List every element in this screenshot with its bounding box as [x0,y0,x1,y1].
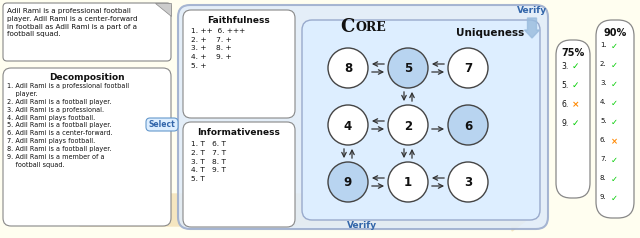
Text: 4.: 4. [600,99,607,105]
Text: 3.: 3. [600,80,607,86]
Text: ✓: ✓ [611,61,618,70]
Circle shape [448,48,488,88]
FancyArrow shape [80,189,540,231]
Text: 9.: 9. [600,194,607,200]
Text: 2: 2 [404,119,412,133]
Text: 6.: 6. [600,137,607,143]
Text: 1: 1 [404,177,412,189]
FancyArrow shape [525,18,540,38]
Text: ✓: ✓ [611,118,618,127]
Text: ✓: ✓ [572,81,579,90]
Text: 1. Adil Rami is a professional football
    player.
2. Adil Rami is a football p: 1. Adil Rami is a professional football … [7,83,129,168]
FancyBboxPatch shape [302,20,540,220]
Circle shape [448,162,488,202]
Text: Uniqueness: Uniqueness [456,28,524,38]
Text: ×: × [611,137,618,146]
Text: C: C [340,18,355,36]
Text: 4: 4 [344,119,352,133]
FancyBboxPatch shape [556,40,590,198]
Text: Adil Rami is a professional football
player. Adil Rami is a center-forward
in fo: Adil Rami is a professional football pla… [7,8,138,37]
Text: ✓: ✓ [611,80,618,89]
Text: Verify: Verify [347,221,377,230]
Circle shape [328,105,368,145]
Text: ✓: ✓ [611,194,618,203]
Text: ✓: ✓ [611,175,618,184]
Text: Select: Select [148,120,175,129]
Text: Decomposition: Decomposition [49,73,125,82]
FancyBboxPatch shape [146,118,178,131]
Circle shape [388,105,428,145]
Text: ORE: ORE [356,21,387,34]
Text: 1. ++  6. +++
2. +    7. +
3. +    8. +
4. +    9. +
5. +: 1. ++ 6. +++ 2. + 7. + 3. + 8. + 4. + 9.… [191,28,245,69]
Text: ✓: ✓ [611,156,618,165]
Text: 5.: 5. [600,118,607,124]
Text: 7: 7 [464,63,472,75]
Polygon shape [155,3,171,16]
Text: 1.: 1. [600,42,607,48]
Text: 3.: 3. [561,62,568,71]
FancyBboxPatch shape [3,3,171,61]
FancyBboxPatch shape [596,20,634,218]
Text: Verify: Verify [517,6,547,15]
Text: 9.: 9. [561,119,568,128]
Text: 6.: 6. [561,100,568,109]
FancyBboxPatch shape [183,122,295,227]
Circle shape [388,48,428,88]
Text: 3: 3 [464,177,472,189]
FancyBboxPatch shape [178,5,548,229]
Text: 5.: 5. [561,81,568,90]
Text: ✓: ✓ [611,99,618,108]
Text: 90%: 90% [604,28,627,38]
Circle shape [388,162,428,202]
Text: 6: 6 [464,119,472,133]
Text: 1. T   6. T
2. T   7. T
3. T   8. T
4. T   9. T
5. T: 1. T 6. T 2. T 7. T 3. T 8. T 4. T 9. T … [191,141,226,182]
Text: 8: 8 [344,63,352,75]
Text: Informativeness: Informativeness [198,128,280,137]
Text: 9: 9 [344,177,352,189]
Text: 5: 5 [404,63,412,75]
Text: ✓: ✓ [572,119,579,128]
Text: 8.: 8. [600,175,607,181]
Text: ✓: ✓ [611,42,618,51]
Text: ×: × [572,100,579,109]
Circle shape [328,162,368,202]
Text: Faithfulness: Faithfulness [207,16,270,25]
Text: 2.: 2. [600,61,607,67]
FancyBboxPatch shape [183,10,295,118]
Circle shape [328,48,368,88]
Text: ✓: ✓ [572,62,579,71]
FancyBboxPatch shape [3,68,171,226]
Circle shape [448,105,488,145]
Text: 75%: 75% [561,48,584,58]
Text: 7.: 7. [600,156,607,162]
